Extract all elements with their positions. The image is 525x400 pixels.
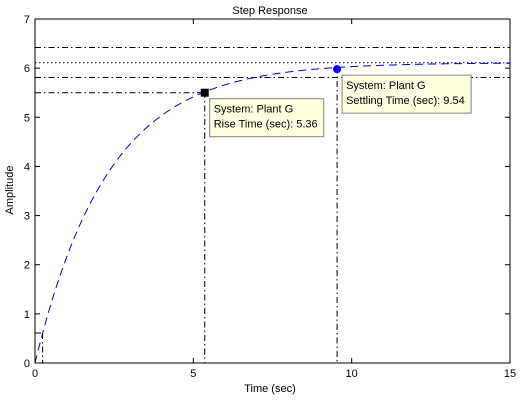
y-tick-label-7: 7: [24, 14, 30, 26]
settling-time-tip-line-0: System: Plant G: [346, 80, 425, 92]
x-tick-label-0: 0: [32, 368, 38, 380]
rise-time-tip-line-1: Rise Time (sec): 5.36: [214, 119, 318, 131]
y-tick-label-0: 0: [24, 358, 30, 370]
y-tick-label-5: 5: [24, 112, 30, 124]
y-tick-label-1: 1: [24, 309, 30, 321]
y-tick-label-2: 2: [24, 260, 30, 272]
rise-time-tip-box: [209, 98, 325, 138]
settling-time-tip-line-1: Settling Time (sec): 9.54: [346, 95, 465, 107]
x-tick-label-2: 10: [346, 368, 358, 380]
marker-layer: [200, 65, 342, 97]
x-tick-label-1: 5: [190, 368, 196, 380]
y-tick-label-4: 4: [24, 161, 30, 173]
series-line-0: [34, 62, 511, 364]
rise-time-marker: [200, 88, 209, 97]
y-axis-label: Amplitude: [4, 166, 16, 215]
reference-lines: [35, 19, 510, 363]
rise-time-tip-line-0: System: Plant G: [214, 104, 293, 116]
axes-frame: [34, 18, 511, 364]
x-axis-label: Time (sec): [244, 383, 296, 395]
tick-labels: 0 5 10 15 0 1 2 3 4 5 6 7: [24, 14, 516, 380]
settling-time-tip-box: [341, 74, 472, 114]
y-tick-label-6: 6: [24, 63, 30, 75]
series-layer: [34, 62, 511, 364]
x-tick-label-3: 15: [504, 368, 516, 380]
y-tick-label-3: 3: [24, 211, 30, 223]
rise-time-tip: System: Plant G Rise Time (sec): 5.36: [209, 98, 325, 138]
plot-area: [35, 19, 510, 363]
settling-time-marker: [333, 65, 342, 74]
chart-title: Step Response: [232, 5, 307, 17]
settling-time-tip: System: Plant G Settling Time (sec): 9.54: [341, 74, 472, 114]
axes: [34, 18, 511, 364]
